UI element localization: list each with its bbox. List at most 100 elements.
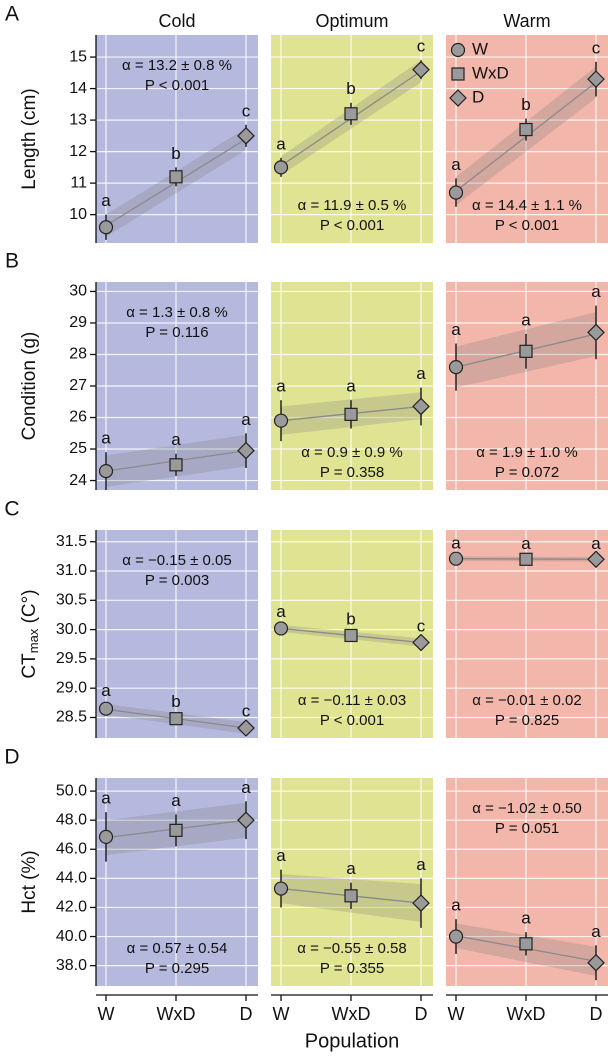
marker <box>344 628 358 643</box>
significance-letter: a <box>591 922 601 941</box>
panel-letter: D <box>4 746 19 769</box>
x-tick-label: WxD <box>157 1004 196 1024</box>
significance-letter: a <box>171 430 181 449</box>
panel-background <box>271 35 433 243</box>
stat-alpha: α = 13.2 ± 0.8 % <box>122 57 232 74</box>
stat-p: P = 0.825 <box>495 712 559 729</box>
stat-p: P < 0.001 <box>495 217 559 234</box>
significance-letter: a <box>416 855 426 874</box>
stat-p: P = 0.358 <box>320 464 384 481</box>
legend-label: W <box>472 39 488 58</box>
marker <box>237 811 255 830</box>
stat-p: P < 0.001 <box>320 712 384 729</box>
y-axis-label-main: Length (cm) <box>19 88 40 189</box>
y-axis-label: Hct (%) <box>19 850 40 913</box>
significance-letter: a <box>416 364 426 383</box>
marker <box>587 550 605 569</box>
y-tick-label: 30.5 <box>56 592 87 609</box>
significance-letter: a <box>451 155 461 174</box>
y-axis-label-main: CT <box>19 653 40 679</box>
stat-alpha: α = 0.9 ± 0.9 % <box>301 444 403 461</box>
stat-alpha: α = −0.55 ± 0.58 <box>297 940 406 957</box>
panel-background <box>96 35 258 243</box>
significance-letter: a <box>101 789 111 808</box>
y-tick-label: 42.0 <box>56 899 87 916</box>
significance-letter: a <box>276 377 286 396</box>
significance-letter: a <box>241 778 251 797</box>
significance-letter: c <box>242 101 251 120</box>
significance-letter: a <box>276 846 286 865</box>
stat-alpha: α = −1.02 ± 0.50 <box>472 800 581 817</box>
marker <box>587 323 605 342</box>
panel-background <box>96 778 258 986</box>
marker <box>344 107 358 121</box>
legend-label: WxD <box>472 63 509 82</box>
significance-letter: c <box>242 702 251 721</box>
significance-letter: a <box>591 534 601 553</box>
stat-alpha: α = −0.01 ± 0.02 <box>472 692 581 709</box>
significance-letter: a <box>451 533 461 552</box>
significance-letter: a <box>521 310 531 329</box>
marker <box>344 889 358 903</box>
significance-letter: b <box>171 692 180 711</box>
marker <box>448 359 464 375</box>
y-axis-label: CTmax (C°) <box>19 589 41 678</box>
x-tick-label: WxD <box>332 1004 371 1024</box>
marker <box>412 60 430 79</box>
marker <box>519 122 533 137</box>
significance-letter: b <box>346 79 355 98</box>
y-tick-label: 28.5 <box>56 709 87 726</box>
significance-letter: a <box>451 896 461 915</box>
marker <box>344 407 358 421</box>
stat-p: P < 0.001 <box>145 77 209 94</box>
stat-alpha: α = 1.9 ± 1.0 % <box>476 444 578 461</box>
marker <box>98 829 114 845</box>
panel-letter: A <box>5 3 19 26</box>
y-tick-label: 31.0 <box>56 562 87 579</box>
y-tick-label: 29.0 <box>56 679 87 696</box>
marker <box>412 633 430 652</box>
significance-letter: b <box>521 95 530 114</box>
stat-alpha: α = 0.57 ± 0.54 <box>127 940 228 957</box>
legend-label: D <box>472 87 484 106</box>
x-tick-label: D <box>415 1004 428 1024</box>
stat-alpha: α = 11.9 ± 0.5 % <box>298 197 407 214</box>
y-tick-label: 11 <box>70 174 87 191</box>
marker <box>169 823 183 837</box>
marker <box>169 170 183 184</box>
y-tick-label: 27 <box>69 377 87 394</box>
y-tick-label: 10 <box>69 206 87 223</box>
y-tick-label: 25 <box>69 440 87 457</box>
stat-p: P = 0.116 <box>145 324 208 341</box>
significance-letter: a <box>451 320 461 339</box>
significance-letter: a <box>171 791 181 810</box>
y-axis-label-main: Hct (%) <box>19 850 40 913</box>
marker <box>519 344 533 358</box>
panel-letter: B <box>5 250 19 273</box>
significance-letter: c <box>417 37 426 56</box>
y-tick-label: 26 <box>69 409 87 426</box>
stat-p: P = 0.355 <box>320 960 384 977</box>
legend-marker <box>451 67 465 81</box>
significance-letter: a <box>346 377 356 396</box>
significance-letter: a <box>521 534 531 553</box>
y-tick-label: 28 <box>69 346 87 363</box>
x-axis-label: Population <box>305 1030 400 1052</box>
marker <box>412 397 430 416</box>
marker <box>587 70 605 88</box>
y-tick-label: 29.5 <box>56 650 87 667</box>
y-tick-label: 13 <box>69 111 87 128</box>
marker <box>519 937 533 951</box>
marker <box>237 126 255 145</box>
significance-letter: b <box>171 144 180 163</box>
stat-alpha: α = −0.11 ± 0.03 <box>298 692 406 709</box>
x-tick-label: WxD <box>507 1004 546 1024</box>
y-tick-label: 30 <box>69 283 87 300</box>
marker <box>519 552 533 566</box>
significance-letter: a <box>101 191 111 210</box>
marker <box>448 929 464 944</box>
stat-p: P = 0.003 <box>145 572 209 589</box>
marker <box>169 458 183 472</box>
marker <box>448 185 464 200</box>
column-title: Cold <box>158 11 195 31</box>
